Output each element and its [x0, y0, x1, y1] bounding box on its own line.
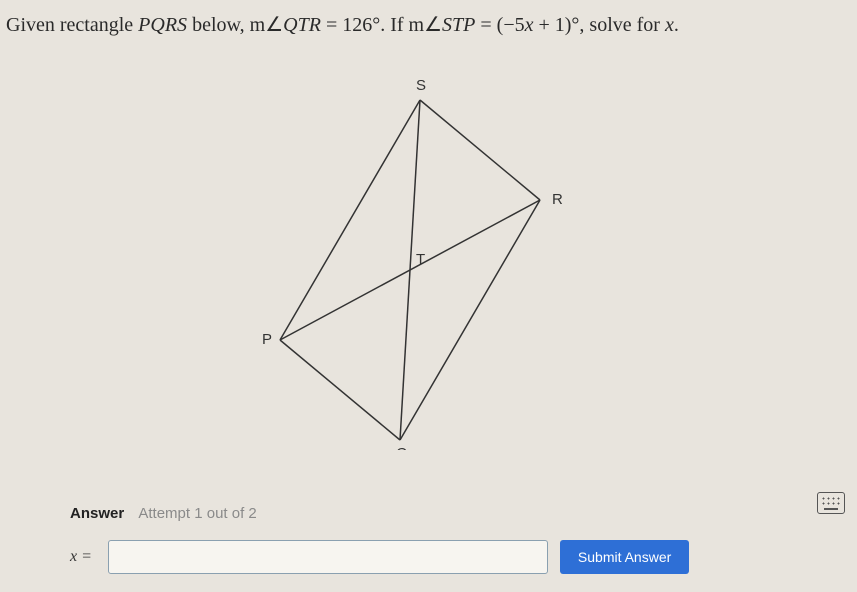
vertex-label-S: S: [416, 77, 426, 94]
q-mid2: . If m∠: [380, 14, 442, 36]
q-eq1: =: [321, 14, 342, 36]
q-mid1: below, m∠: [187, 14, 283, 36]
q-tail: + 1)°, solve for: [533, 14, 664, 36]
submit-button[interactable]: Submit Answer: [560, 540, 689, 574]
vertex-label-Q: Q: [396, 445, 408, 450]
edge-SP: [280, 100, 420, 340]
q-prefix: Given rectangle: [6, 14, 138, 36]
vertex-label-T: T: [416, 251, 425, 268]
q-eq2: = (−5: [475, 14, 524, 36]
vertex-label-R: R: [552, 191, 563, 208]
q-period: .: [674, 14, 679, 36]
edge-QR: [400, 200, 540, 440]
x-equals-label: x =: [70, 548, 92, 566]
edge-RS: [420, 100, 540, 200]
geometry-diagram: P Q R S T: [200, 70, 600, 450]
q-xvar2: x: [665, 14, 674, 36]
diagram-svg: P Q R S T: [200, 70, 600, 450]
answer-label-row: Answer Attempt 1 out of 2: [70, 505, 257, 522]
q-angle2: STP: [442, 14, 475, 36]
answer-input-row: x = Submit Answer: [70, 540, 689, 574]
vertex-label-P: P: [262, 331, 272, 348]
q-val1: 126°: [342, 14, 380, 36]
answer-input[interactable]: [108, 540, 548, 574]
q-angle1: QTR: [283, 14, 321, 36]
answer-label: Answer: [70, 505, 124, 522]
q-rect: PQRS: [138, 14, 187, 36]
question-text: Given rectangle PQRS below, m∠QTR = 126°…: [6, 12, 679, 37]
attempt-text: Attempt 1 out of 2: [138, 505, 256, 522]
keyboard-icon[interactable]: [817, 492, 845, 514]
edge-PQ: [280, 340, 400, 440]
edge-SQ: [400, 100, 420, 440]
